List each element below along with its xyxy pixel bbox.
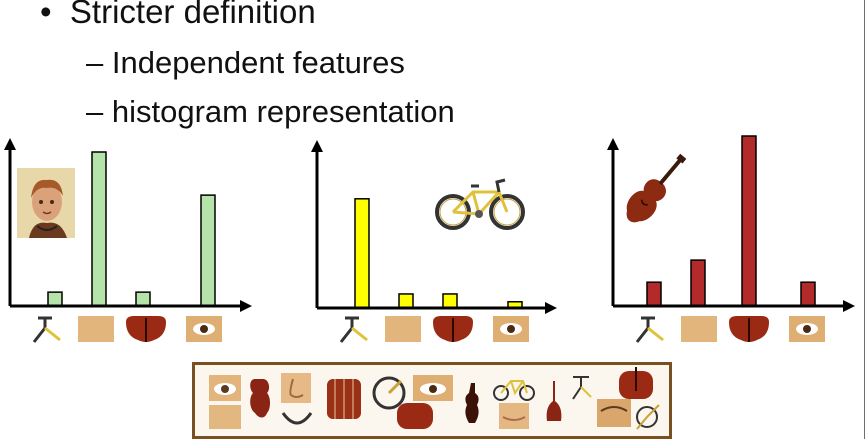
feature-eye-icon [597, 399, 631, 427]
feature-skin-icon [681, 316, 717, 342]
feature-eye-icon [186, 316, 222, 342]
feature-violin-icon [327, 379, 361, 419]
feature-bicycle-icon [32, 316, 61, 343]
feature-violin-icon [619, 367, 653, 399]
feature-skin-icon [209, 405, 241, 429]
bullet-title: • Stricter definition [40, 0, 316, 28]
sub-bullet-2: – histogram representation [86, 94, 455, 129]
feature-violin-icon [397, 403, 433, 429]
feature-bicycle-icon [493, 380, 535, 401]
feature-violin-icon [126, 316, 166, 342]
bar-violin-bicycle-part [646, 281, 662, 307]
histogram-bicycle [305, 130, 565, 345]
histogram-face-svg [4, 138, 252, 343]
bar-face-violin-body [135, 291, 151, 307]
slide-title: Stricter definition [69, 0, 316, 30]
bullet-glyph: • [40, 0, 52, 30]
feature-eye-icon [493, 316, 529, 342]
bar-face-skin-patch [91, 151, 107, 307]
bar-bicycle-skin-patch [398, 293, 414, 309]
feature-violin-icon [546, 381, 562, 421]
histogram-face [0, 130, 260, 345]
bicycle-icon [435, 178, 525, 230]
feature-skin-icon [385, 316, 421, 342]
portrait-icon [17, 168, 75, 238]
bar-bicycle-violin-body [442, 293, 458, 309]
bar-violin-eye [800, 281, 816, 307]
bar-violin-skin-patch [690, 259, 706, 307]
histogram-bicycle-svg [311, 140, 557, 343]
feature-bicycle-icon [636, 404, 660, 430]
feature-skin-icon [499, 403, 529, 429]
feature-skin-icon [78, 316, 114, 342]
feature-wheel-icon [281, 412, 313, 425]
bar-violin-violin-body [741, 135, 757, 307]
slide-border [864, 0, 865, 439]
feature-violin-icon [250, 379, 270, 418]
violin-icon [626, 153, 687, 223]
feature-bicycle-icon [635, 316, 664, 343]
bar-bicycle-bicycle-part [354, 198, 370, 309]
histogram-violin [603, 130, 863, 345]
feature-violin-icon [433, 316, 473, 342]
feature-bicycle-icon [572, 376, 592, 400]
histogram-violin-svg [607, 135, 855, 343]
feature-nose-icon [281, 373, 311, 403]
feature-eye-icon [209, 375, 241, 401]
feature-violin-icon [729, 316, 769, 342]
feature-eye-icon [413, 375, 453, 401]
feature-eye-icon [789, 316, 825, 342]
bar-face-bicycle-part [47, 291, 63, 307]
feature-bag [192, 362, 672, 439]
feature-violin-icon [465, 383, 479, 423]
bar-face-eye [200, 194, 216, 307]
feature-bag-svg [209, 367, 660, 430]
sub-bullet-1: – Independent features [86, 45, 405, 80]
feature-bicycle-icon [339, 316, 368, 343]
feature-wheel-icon [372, 376, 406, 410]
